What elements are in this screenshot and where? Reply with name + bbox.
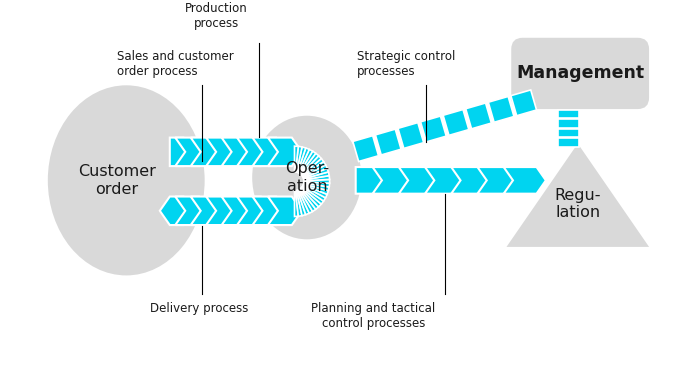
Text: Planning and tactical
control processes: Planning and tactical control processes — [311, 302, 436, 330]
Polygon shape — [488, 97, 514, 122]
Text: Oper-
ation: Oper- ation — [285, 162, 329, 194]
Polygon shape — [190, 138, 225, 166]
Polygon shape — [295, 146, 298, 172]
Polygon shape — [301, 187, 321, 207]
Text: Regu-
lation: Regu- lation — [555, 188, 601, 220]
Text: Production
process: Production process — [185, 2, 248, 30]
Polygon shape — [558, 129, 579, 137]
Polygon shape — [301, 158, 323, 176]
Polygon shape — [297, 147, 306, 172]
Polygon shape — [297, 148, 309, 173]
Polygon shape — [356, 167, 388, 194]
Polygon shape — [268, 196, 302, 225]
Polygon shape — [506, 144, 649, 247]
Polygon shape — [253, 138, 286, 166]
Polygon shape — [511, 90, 536, 116]
Polygon shape — [301, 156, 321, 175]
Polygon shape — [295, 146, 302, 172]
Polygon shape — [300, 188, 319, 209]
Polygon shape — [304, 179, 329, 183]
Polygon shape — [425, 167, 467, 194]
Polygon shape — [303, 184, 328, 194]
Ellipse shape — [252, 116, 362, 239]
Polygon shape — [466, 103, 491, 129]
Polygon shape — [302, 162, 325, 177]
Polygon shape — [297, 190, 306, 216]
Polygon shape — [300, 153, 319, 174]
Polygon shape — [558, 119, 579, 128]
Polygon shape — [237, 138, 271, 166]
Text: Management: Management — [516, 64, 645, 82]
Polygon shape — [304, 182, 329, 187]
Polygon shape — [558, 110, 579, 118]
Polygon shape — [237, 196, 271, 225]
Polygon shape — [206, 138, 240, 166]
Polygon shape — [443, 109, 469, 135]
Polygon shape — [302, 186, 325, 201]
Polygon shape — [206, 196, 240, 225]
Polygon shape — [268, 138, 302, 166]
Polygon shape — [170, 138, 194, 166]
Polygon shape — [353, 136, 379, 162]
Polygon shape — [558, 138, 579, 147]
Polygon shape — [375, 129, 401, 155]
Polygon shape — [421, 116, 446, 142]
Polygon shape — [190, 196, 225, 225]
Polygon shape — [451, 167, 493, 194]
Polygon shape — [373, 167, 415, 194]
Polygon shape — [304, 176, 329, 181]
Polygon shape — [299, 149, 312, 173]
Polygon shape — [253, 196, 286, 225]
Polygon shape — [303, 168, 328, 179]
Polygon shape — [299, 190, 312, 213]
Text: Sales and customer
order process: Sales and customer order process — [116, 50, 234, 78]
Text: Customer
order: Customer order — [78, 164, 155, 196]
Polygon shape — [303, 185, 327, 198]
Polygon shape — [303, 172, 329, 180]
Polygon shape — [503, 167, 546, 194]
Polygon shape — [398, 123, 423, 149]
Polygon shape — [295, 191, 302, 216]
Polygon shape — [299, 151, 316, 174]
Polygon shape — [297, 190, 309, 215]
Text: Delivery process: Delivery process — [150, 302, 249, 315]
Polygon shape — [303, 183, 329, 191]
Polygon shape — [160, 196, 194, 225]
Polygon shape — [299, 189, 316, 211]
Ellipse shape — [48, 85, 205, 276]
Ellipse shape — [136, 119, 192, 242]
FancyBboxPatch shape — [511, 38, 649, 109]
Polygon shape — [221, 138, 256, 166]
Polygon shape — [301, 187, 323, 204]
Text: Strategic control
processes: Strategic control processes — [358, 50, 456, 78]
Polygon shape — [399, 167, 441, 194]
Polygon shape — [221, 196, 256, 225]
Polygon shape — [175, 196, 209, 225]
Polygon shape — [175, 138, 209, 166]
Polygon shape — [295, 191, 298, 217]
Polygon shape — [303, 165, 327, 178]
Polygon shape — [477, 167, 520, 194]
